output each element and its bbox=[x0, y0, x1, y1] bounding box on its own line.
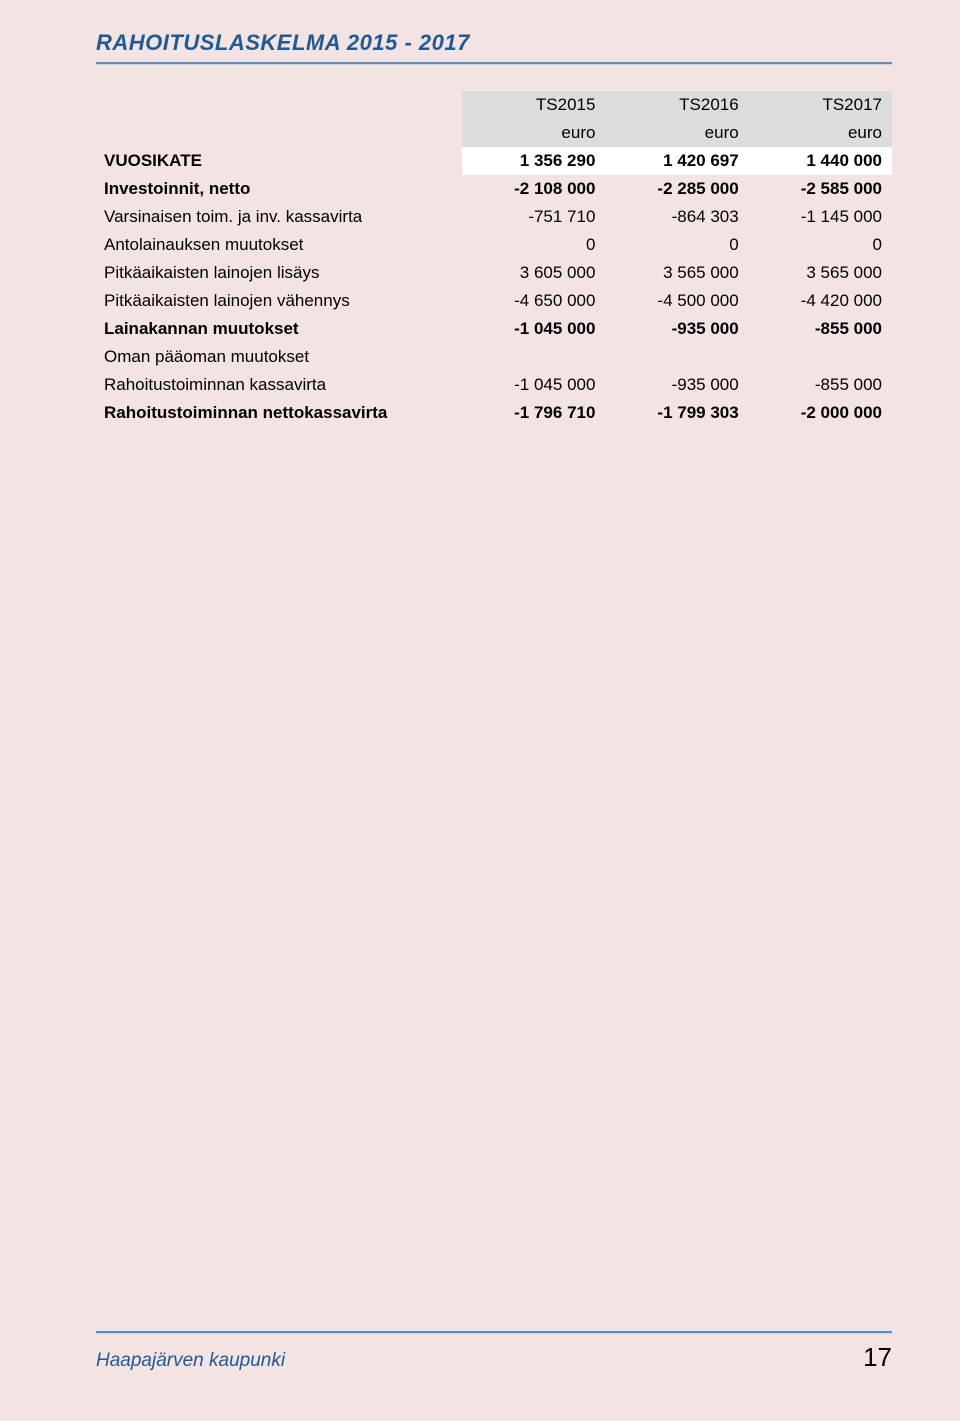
cell bbox=[462, 343, 605, 371]
row-lainakannan: Lainakannan muutokset -1 045 000 -935 00… bbox=[96, 315, 892, 343]
row-label: Pitkäaikaisten lainojen vähennys bbox=[96, 287, 462, 315]
col-unit: euro bbox=[605, 119, 748, 147]
row-pitka-lisays: Pitkäaikaisten lainojen lisäys 3 605 000… bbox=[96, 259, 892, 287]
cell: 1 420 697 bbox=[605, 147, 748, 175]
cell: -855 000 bbox=[749, 371, 892, 399]
blank-cell bbox=[96, 91, 462, 119]
col-header-ts2017: TS2017 bbox=[749, 91, 892, 119]
row-rahoitustoiminnan-kv: Rahoitustoiminnan kassavirta -1 045 000 … bbox=[96, 371, 892, 399]
row-label: Lainakannan muutokset bbox=[96, 315, 462, 343]
page-title: RAHOITUSLASKELMA 2015 - 2017 bbox=[96, 30, 892, 56]
table-header-row-1: TS2015 TS2016 TS2017 bbox=[96, 91, 892, 119]
cell: -1 799 303 bbox=[605, 399, 748, 427]
cell: 0 bbox=[462, 231, 605, 259]
row-investoinnit: Investoinnit, netto -2 108 000 -2 285 00… bbox=[96, 175, 892, 203]
col-header-ts2015: TS2015 bbox=[462, 91, 605, 119]
cell bbox=[749, 343, 892, 371]
cell: -855 000 bbox=[749, 315, 892, 343]
col-header-ts2016: TS2016 bbox=[605, 91, 748, 119]
cell: -864 303 bbox=[605, 203, 748, 231]
cell: -1 045 000 bbox=[462, 315, 605, 343]
row-label: Pitkäaikaisten lainojen lisäys bbox=[96, 259, 462, 287]
row-oman-paaoman: Oman pääoman muutokset bbox=[96, 343, 892, 371]
row-vuosikate: VUOSIKATE 1 356 290 1 420 697 1 440 000 bbox=[96, 147, 892, 175]
cell: 1 356 290 bbox=[462, 147, 605, 175]
cell bbox=[605, 343, 748, 371]
cell: -4 650 000 bbox=[462, 287, 605, 315]
cell: -2 285 000 bbox=[605, 175, 748, 203]
cell: -4 420 000 bbox=[749, 287, 892, 315]
footer-page-number: 17 bbox=[863, 1342, 892, 1373]
cell: 3 565 000 bbox=[605, 259, 748, 287]
row-pitka-vahennys: Pitkäaikaisten lainojen vähennys -4 650 … bbox=[96, 287, 892, 315]
col-unit: euro bbox=[749, 119, 892, 147]
row-label: Rahoitustoiminnan kassavirta bbox=[96, 371, 462, 399]
footer-rule bbox=[96, 1331, 892, 1334]
row-label: VUOSIKATE bbox=[96, 147, 462, 175]
cell: 1 440 000 bbox=[749, 147, 892, 175]
footer-left-text: Haapajärven kaupunki bbox=[96, 1350, 285, 1372]
cell: -935 000 bbox=[605, 371, 748, 399]
cell: -4 500 000 bbox=[605, 287, 748, 315]
row-label: Varsinaisen toim. ja inv. kassavirta bbox=[96, 203, 462, 231]
cell: -935 000 bbox=[605, 315, 748, 343]
cell: 3 565 000 bbox=[749, 259, 892, 287]
finance-table: TS2015 TS2016 TS2017 euro euro euro VUOS… bbox=[96, 91, 892, 427]
cell: -1 145 000 bbox=[749, 203, 892, 231]
cell: -2 108 000 bbox=[462, 175, 605, 203]
cell: -1 796 710 bbox=[462, 399, 605, 427]
title-rule bbox=[96, 62, 892, 65]
cell: 3 605 000 bbox=[462, 259, 605, 287]
table-header-row-2: euro euro euro bbox=[96, 119, 892, 147]
row-antolainauksen: Antolainauksen muutokset 0 0 0 bbox=[96, 231, 892, 259]
cell: -751 710 bbox=[462, 203, 605, 231]
row-label: Rahoitustoiminnan nettokassavirta bbox=[96, 399, 462, 427]
row-nettokassavirta: Rahoitustoiminnan nettokassavirta -1 796… bbox=[96, 399, 892, 427]
page-footer: Haapajärven kaupunki 17 bbox=[0, 1331, 960, 1373]
cell: -2 585 000 bbox=[749, 175, 892, 203]
cell: 0 bbox=[749, 231, 892, 259]
row-label: Oman pääoman muutokset bbox=[96, 343, 462, 371]
row-varsinaisen: Varsinaisen toim. ja inv. kassavirta -75… bbox=[96, 203, 892, 231]
row-label: Investoinnit, netto bbox=[96, 175, 462, 203]
cell: -2 000 000 bbox=[749, 399, 892, 427]
cell: -1 045 000 bbox=[462, 371, 605, 399]
col-unit: euro bbox=[462, 119, 605, 147]
row-label: Antolainauksen muutokset bbox=[96, 231, 462, 259]
cell: 0 bbox=[605, 231, 748, 259]
blank-cell bbox=[96, 119, 462, 147]
